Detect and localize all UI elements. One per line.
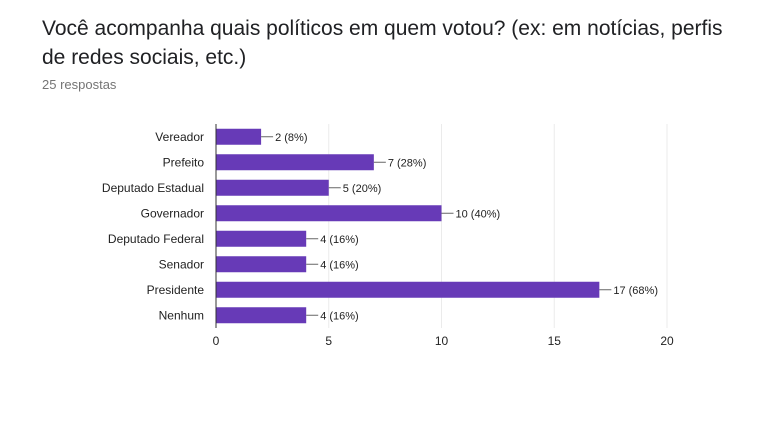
bar-5[interactable] [216,230,307,247]
data-label: 2 (8%) [275,132,307,144]
category-label: Governador [141,206,204,220]
x-tick-label: 10 [435,334,449,348]
bar-2[interactable] [216,154,374,171]
category-label: Deputado Federal [108,232,204,246]
bar-8[interactable] [216,307,307,324]
x-tick-label: 5 [325,334,332,348]
bar-7[interactable] [216,281,600,298]
response-count: 25 respostas [42,77,117,92]
category-label: Prefeito [163,155,205,169]
bar-6[interactable] [216,256,307,273]
x-tick-label: 0 [213,334,220,348]
data-label: 4 (16%) [320,234,359,246]
x-tick-label: 20 [660,334,674,348]
bar-3[interactable] [216,179,329,196]
bar-4[interactable] [216,205,442,222]
category-label: Presidente [147,283,205,297]
data-label: 10 (40%) [456,208,501,220]
category-label: Senador [159,257,204,271]
category-label: Deputado Estadual [102,181,204,195]
category-label: Nenhum [159,308,204,322]
data-label: 4 (16%) [320,310,359,322]
data-label: 7 (28%) [388,157,427,169]
category-label: Vereador [155,130,204,144]
data-label: 5 (20%) [343,183,382,195]
data-label: 17 (68%) [613,285,658,297]
x-tick-label: 15 [548,334,562,348]
bar-1[interactable] [216,128,262,145]
question-title: Você acompanha quais políticos em quem v… [42,17,723,69]
data-label: 4 (16%) [320,259,359,271]
